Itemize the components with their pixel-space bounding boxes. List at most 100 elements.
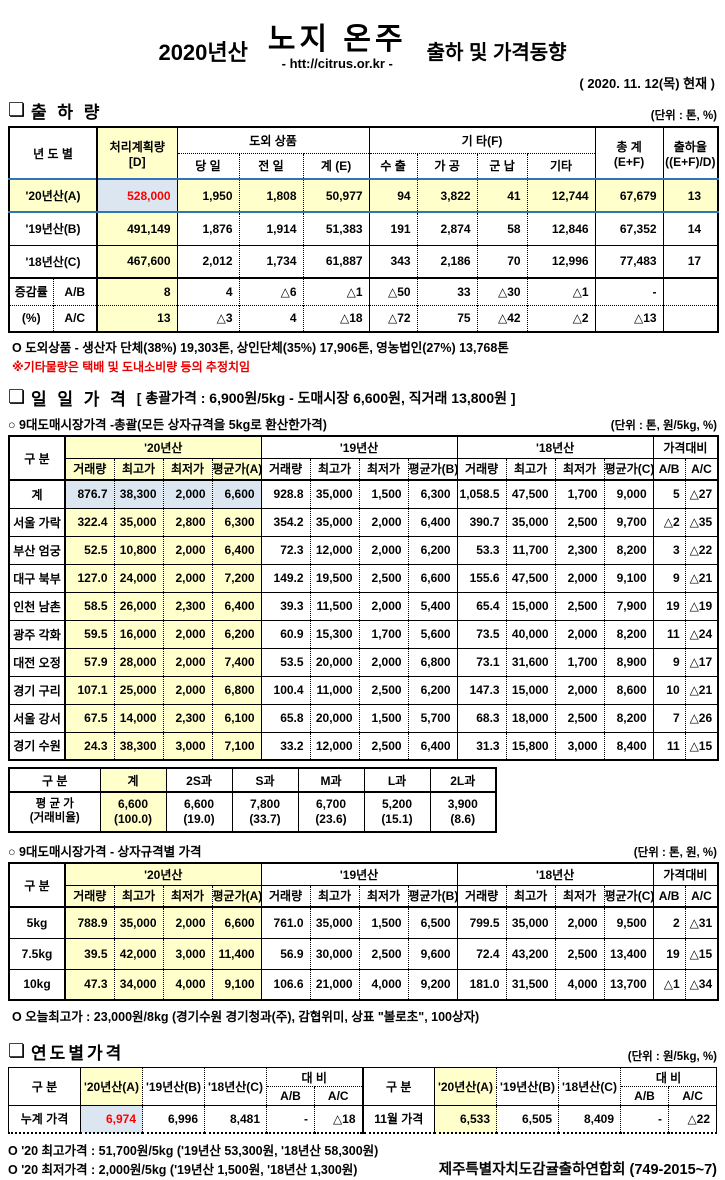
cell: 60.9 — [261, 620, 310, 648]
cell: 11,000 — [310, 676, 359, 704]
yearly-unit: (단위 : 원/5kg, %) — [628, 1048, 717, 1064]
cell: 2,000 — [555, 564, 604, 592]
cell: 2,000 — [359, 536, 408, 564]
cell — [663, 305, 718, 332]
row-label: '18년산(C) — [9, 245, 97, 278]
row-label: (%) — [9, 305, 53, 332]
shipment-section-title: 출 하 량 — [31, 98, 102, 123]
cell: 47,500 — [506, 564, 555, 592]
cell-nov-19: 6,505 — [497, 1106, 559, 1133]
cell: 7,800(33.7) — [232, 792, 298, 832]
cell: 26,000 — [114, 592, 163, 620]
grade-price-table: 구 분 계 2S과 S과 M과 L과 2L과 평 균 가(거래비율) 6,600… — [8, 767, 497, 833]
cell: 4,000 — [555, 969, 604, 1000]
col-y18: '18년산 — [457, 863, 653, 885]
daily-section-title: 일 일 가 격 — [31, 385, 129, 410]
square-bullet-icon: ❏ — [8, 1042, 25, 1061]
col-compare: 가격대비 — [653, 863, 718, 885]
col-avg-b: 평균가(B) — [408, 458, 457, 480]
col-avg-a: 평균가(A) — [212, 458, 261, 480]
cell: 13,700 — [604, 969, 653, 1000]
cell: 2,500 — [359, 564, 408, 592]
cell: 9,600 — [408, 938, 457, 969]
cell: 6,600(100.0) — [100, 792, 166, 832]
cell: △50 — [369, 278, 417, 305]
cell: 14,000 — [114, 704, 163, 732]
title-year: 2020년산 — [158, 35, 247, 71]
cell: 1,500 — [359, 907, 408, 938]
cell: 67,352 — [595, 212, 663, 245]
col-group-etc: 기 타(F) — [369, 127, 595, 153]
cell: 1,950 — [177, 179, 239, 212]
cell: 6,400 — [212, 592, 261, 620]
col-daebi: 대 비 — [267, 1068, 363, 1087]
cell-cum-19: 6,996 — [143, 1106, 205, 1133]
cell: 67.5 — [65, 704, 114, 732]
cell: 47.3 — [65, 969, 114, 1000]
cell: 75 — [417, 305, 477, 332]
col-l: L과 — [364, 768, 430, 792]
cell: 16,000 — [114, 620, 163, 648]
cell: 35,000 — [310, 480, 359, 508]
cell: 1,058.5 — [457, 480, 506, 508]
col-ab: A/B — [267, 1087, 315, 1106]
cell: 94 — [369, 179, 417, 212]
cell: 491,149 — [97, 212, 177, 245]
cell: 322.4 — [65, 508, 114, 536]
daily-market-title: ○ 9대도매시장가격 -총괄(모든 상자규격을 5kg로 환산한가격) — [8, 414, 327, 433]
row-label: 계 — [9, 480, 65, 508]
cell: 7,100 — [212, 732, 261, 760]
cell: 2,500 — [555, 704, 604, 732]
col-gubun: 구 분 — [9, 863, 65, 907]
cell: 149.2 — [261, 564, 310, 592]
col-ac: A/C — [315, 1087, 363, 1106]
cell: 100.4 — [261, 676, 310, 704]
col-y20: '20년산 — [65, 863, 261, 885]
cell: 390.7 — [457, 508, 506, 536]
cell: 3,000 — [163, 938, 212, 969]
shipment-section-header: ❏ 출 하 량 (단위 : 톤, %) — [8, 98, 717, 123]
cell: 6,600 — [212, 480, 261, 508]
cell: 10 — [653, 676, 685, 704]
cell: 24.3 — [65, 732, 114, 760]
cell: 4 — [239, 305, 303, 332]
cell: 343 — [369, 245, 417, 278]
cell: 17 — [663, 245, 718, 278]
box-price-line: ○ 9대도매시장가격 - 상자규격별 가격 (단위 : 톤, 원, %) — [8, 841, 717, 860]
col-ab: A/B — [621, 1087, 669, 1106]
col-sum-e: 계 (E) — [303, 153, 369, 179]
cell: 6,600 — [408, 564, 457, 592]
cell: 61,887 — [303, 245, 369, 278]
col-volume: 거래량 — [457, 458, 506, 480]
today-high-note: O 오늘최고가 : 23,000원/8kg (경기수원 경기청과(주), 감협위… — [12, 1006, 717, 1025]
yearly-data-row: 누계 가격 6,974 6,996 8,481 - △18 11월 가격 6,5… — [9, 1106, 717, 1133]
cell: 9,000 — [604, 480, 653, 508]
cell: 107.1 — [65, 676, 114, 704]
cell: 41 — [477, 179, 527, 212]
cell: △13 — [595, 305, 663, 332]
cell: △35 — [685, 508, 718, 536]
cell-cum-18: 8,481 — [205, 1106, 267, 1133]
cell: 65.8 — [261, 704, 310, 732]
cell: 53.3 — [457, 536, 506, 564]
cell: 6,500 — [408, 907, 457, 938]
cell: 40,000 — [506, 620, 555, 648]
cell: 788.9 — [65, 907, 114, 938]
row-sublabel: A/B — [53, 278, 97, 305]
cell: 3 — [653, 536, 685, 564]
col-low: 최저가 — [359, 885, 408, 907]
col-y19: '19년산 — [261, 863, 457, 885]
cell: 127.0 — [65, 564, 114, 592]
cell: 19,500 — [310, 564, 359, 592]
cell: 2,000 — [555, 620, 604, 648]
cell: 57.9 — [65, 648, 114, 676]
col-low: 최저가 — [555, 458, 604, 480]
cell: 72.4 — [457, 938, 506, 969]
cell: 35,000 — [114, 907, 163, 938]
cell: 42,000 — [114, 938, 163, 969]
